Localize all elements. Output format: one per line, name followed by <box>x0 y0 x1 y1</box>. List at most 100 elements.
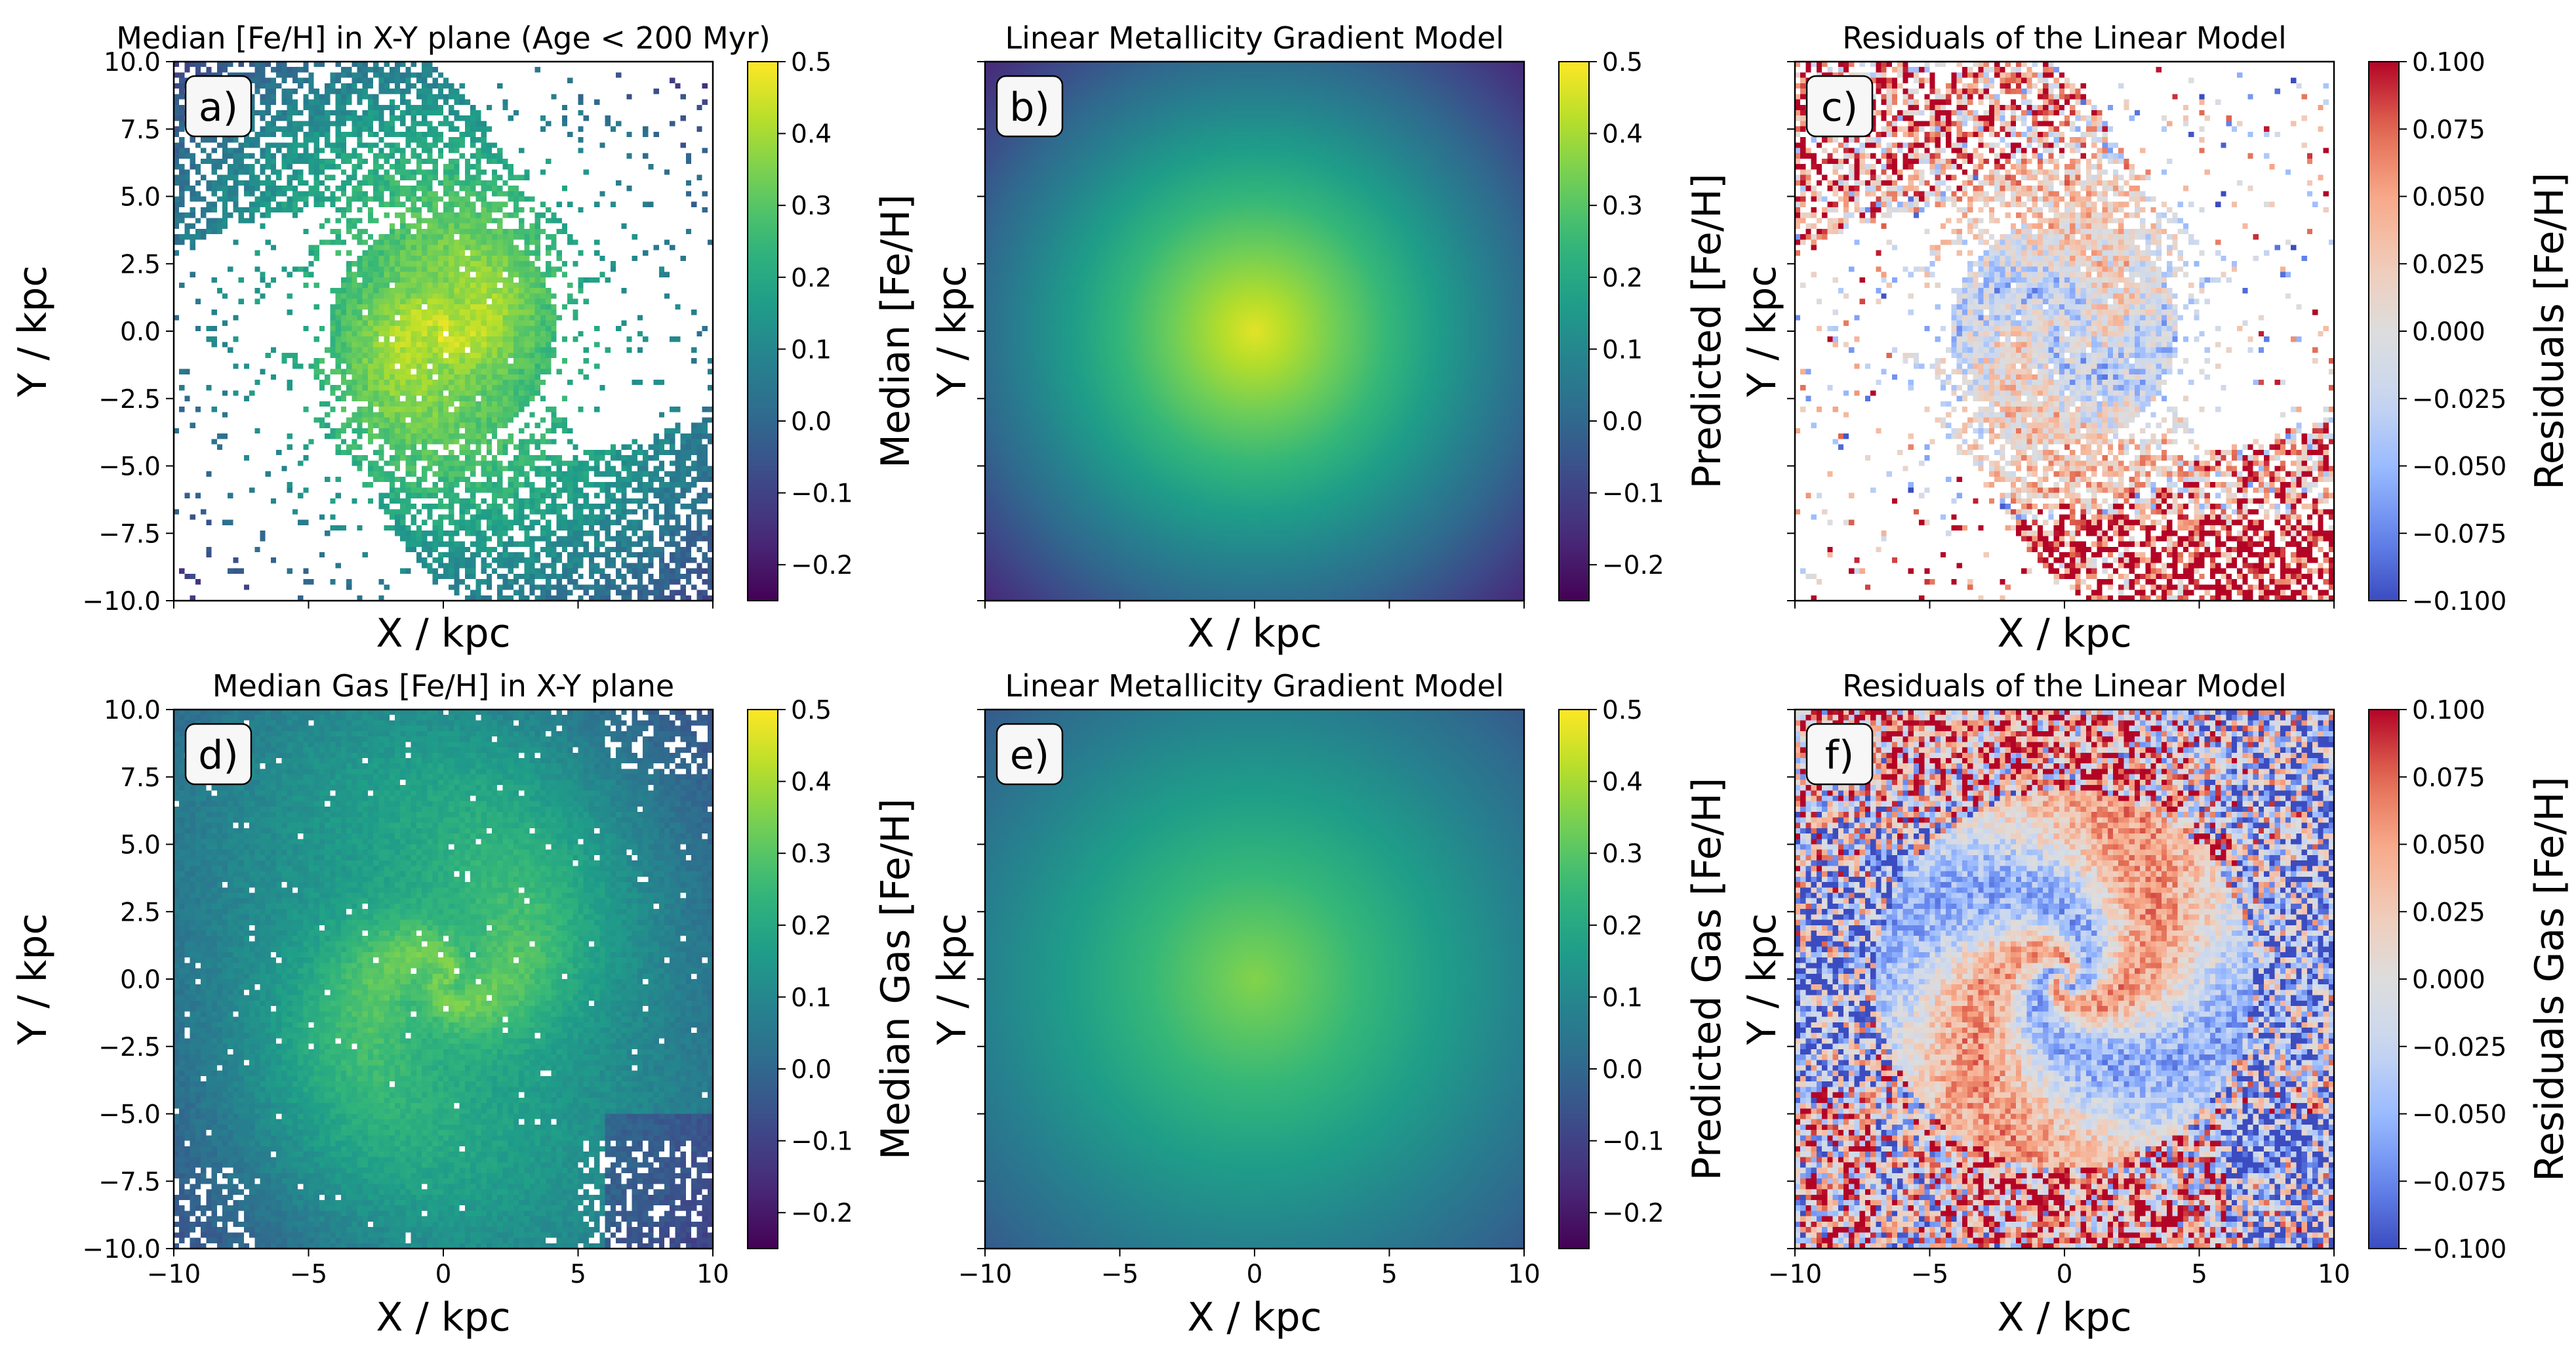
panel-tag: b) <box>1009 85 1050 130</box>
y-tick-label: 0.0 <box>120 317 161 347</box>
colorbar-tick-label: 0.000 <box>2412 317 2485 347</box>
y-tick-label: 2.5 <box>120 250 161 279</box>
y-axis-label: Y / kpc <box>1739 913 1785 1046</box>
panel-tag-box <box>1805 75 1874 138</box>
colorbar-tick-label: 0.4 <box>1602 120 1643 150</box>
colorbar-tick-label: 0.000 <box>2412 965 2485 995</box>
panel-tag: a) <box>199 85 238 130</box>
y-tick-label: −7.5 <box>98 1167 161 1197</box>
y-tick-label: 0.0 <box>120 965 161 995</box>
colorbar-tick-label: 0.0 <box>1602 407 1643 437</box>
colorbar-tick-label: 0.5 <box>1602 696 1643 725</box>
y-tick-label: 7.5 <box>120 763 161 793</box>
colorbar-label: Residuals [Fe/H] <box>2527 172 2573 490</box>
colorbar-tick-label: 0.4 <box>791 768 832 797</box>
colorbar-label: Median Gas [Fe/H] <box>873 798 919 1159</box>
heatmap-image <box>985 62 1524 601</box>
y-tick-label: 7.5 <box>120 115 161 145</box>
panel-tag-box <box>996 723 1064 786</box>
panel-tag-box <box>1805 723 1874 786</box>
colorbar-tick-label: −0.100 <box>2412 587 2506 616</box>
y-tick-label: 10.0 <box>104 696 161 725</box>
colorbar-tick-label: 0.075 <box>2412 763 2485 793</box>
colorbar-tick-label: 0.0 <box>791 407 832 437</box>
y-tick-label: −2.5 <box>98 385 161 414</box>
colorbar-tick-label: 0.0 <box>1602 1055 1643 1085</box>
y-tick-label: 10.0 <box>104 48 161 77</box>
colorbar-tick-label: −0.075 <box>2412 519 2506 549</box>
x-tick-label: 5 <box>1381 1260 1398 1289</box>
x-tick-label: 5 <box>2191 1260 2207 1289</box>
colorbar-tick-label: 0.1 <box>1602 335 1643 365</box>
colorbar-tick-label: −0.025 <box>2412 385 2506 414</box>
colorbar-tick-label: 0.4 <box>791 120 832 150</box>
colorbar <box>1558 709 1590 1249</box>
colorbar-tick-label: 0.3 <box>791 839 832 869</box>
x-tick-label: −10 <box>147 1260 201 1289</box>
colorbar-tick-label: 0.075 <box>2412 115 2485 145</box>
y-tick-label: −7.5 <box>98 519 161 549</box>
x-tick-label: −10 <box>1768 1260 1822 1289</box>
colorbar-tick-label: 0.5 <box>791 696 832 725</box>
x-tick-label: −5 <box>290 1260 328 1289</box>
colorbar-tick-label: 0.1 <box>791 335 832 365</box>
colorbar-tick-label: 0.5 <box>1602 48 1643 77</box>
colorbar-tick-label: 0.4 <box>1602 768 1643 797</box>
x-tick-label: 0 <box>435 1260 452 1289</box>
colorbar-tick-label: 0.2 <box>791 912 832 941</box>
x-tick-label: 10 <box>1508 1260 1540 1289</box>
colorbar-tick-label: −0.1 <box>791 479 853 509</box>
x-axis-label: X / kpc <box>376 1294 510 1340</box>
panel-title: Linear Metallicity Gradient Model <box>1005 20 1504 56</box>
y-axis-label: Y / kpc <box>1739 266 1785 398</box>
y-tick-label: −10.0 <box>82 587 161 616</box>
y-tick-label: −2.5 <box>98 1033 161 1062</box>
y-axis-label: Y / kpc <box>10 913 56 1046</box>
x-axis-label: X / kpc <box>1997 611 2131 656</box>
colorbar-tick-label: −0.2 <box>1602 1199 1664 1228</box>
colorbar-label: Residuals Gas [Fe/H] <box>2527 776 2573 1182</box>
heatmap-image <box>1795 62 2334 601</box>
colorbar-tick-label: 0.2 <box>1602 912 1643 941</box>
y-axis-label: Y / kpc <box>929 266 975 398</box>
colorbar-tick-label: 0.3 <box>1602 191 1643 221</box>
panel-tag-box <box>996 75 1064 138</box>
colorbar-tick-label: −0.050 <box>2412 452 2506 482</box>
x-tick-label: 10 <box>2318 1260 2350 1289</box>
y-axis-label: Y / kpc <box>10 266 56 398</box>
colorbar-tick-label: 0.2 <box>791 264 832 293</box>
panel-tag: c) <box>1821 85 1858 130</box>
colorbar-tick-label: −0.2 <box>1602 551 1664 580</box>
colorbar-tick-label: 0.0 <box>791 1055 832 1085</box>
panel-tag: e) <box>1010 732 1049 778</box>
y-tick-label: −5.0 <box>98 1100 161 1130</box>
colorbar-tick-label: −0.100 <box>2412 1235 2506 1264</box>
colorbar-tick-label: 0.2 <box>1602 264 1643 293</box>
panel-title: Residuals of the Linear Model <box>1842 668 2287 704</box>
colorbar-tick-label: 0.5 <box>791 48 832 77</box>
y-tick-label: 5.0 <box>120 831 161 860</box>
colorbar-tick-label: 0.1 <box>791 983 832 1013</box>
colorbar <box>747 709 778 1249</box>
heatmap-image <box>174 710 713 1249</box>
x-axis-label: X / kpc <box>1997 1294 2131 1340</box>
panel-tag: d) <box>198 732 239 778</box>
colorbar-tick-label: 0.025 <box>2412 250 2485 279</box>
colorbar-label: Predicted [Fe/H] <box>1684 173 1730 489</box>
panel-title: Linear Metallicity Gradient Model <box>1005 668 1504 704</box>
x-tick-label: −5 <box>1101 1260 1139 1289</box>
x-tick-label: 0 <box>2057 1260 2073 1289</box>
colorbar <box>747 61 778 601</box>
colorbar-tick-label: −0.2 <box>791 551 853 580</box>
colorbar-tick-label: 0.3 <box>1602 839 1643 869</box>
colorbar-tick-label: 0.1 <box>1602 983 1643 1013</box>
x-tick-label: −5 <box>1911 1260 1949 1289</box>
colorbar <box>2368 61 2400 601</box>
heatmap-image <box>174 62 713 601</box>
colorbar-tick-label: −0.050 <box>2412 1100 2506 1130</box>
x-tick-label: −10 <box>958 1260 1012 1289</box>
colorbar-label: Median [Fe/H] <box>873 194 919 468</box>
x-axis-label: X / kpc <box>1187 1294 1321 1340</box>
panel-title: Median Gas [Fe/H] in X-Y plane <box>212 668 674 704</box>
